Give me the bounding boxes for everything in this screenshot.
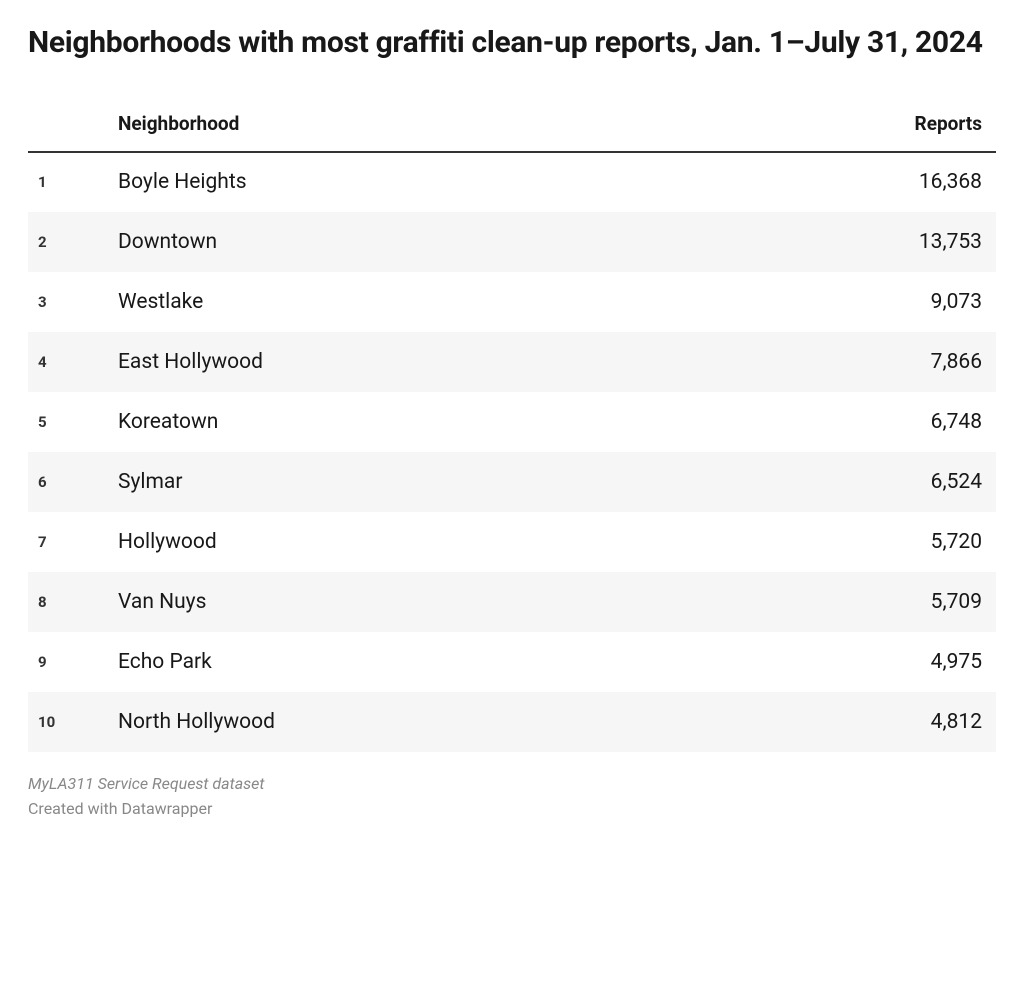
table-row: 1 Boyle Heights 16,368	[28, 152, 996, 212]
credit-line: Created with Datawrapper	[28, 799, 996, 818]
column-header-reports: Reports	[691, 98, 996, 152]
chart-footer: MyLA311 Service Request dataset Created …	[28, 774, 996, 818]
neighborhood-cell: Downtown	[98, 212, 691, 272]
column-header-rank	[28, 98, 98, 152]
rank-cell: 2	[28, 212, 98, 272]
table-row: 6 Sylmar 6,524	[28, 452, 996, 512]
rank-cell: 7	[28, 512, 98, 572]
table-header-row: Neighborhood Reports	[28, 98, 996, 152]
column-header-neighborhood: Neighborhood	[98, 98, 691, 152]
rank-cell: 4	[28, 332, 98, 392]
table-row: 7 Hollywood 5,720	[28, 512, 996, 572]
reports-cell: 16,368	[691, 152, 996, 212]
reports-cell: 5,709	[691, 572, 996, 632]
reports-cell: 5,720	[691, 512, 996, 572]
neighborhood-cell: Echo Park	[98, 632, 691, 692]
table-row: 2 Downtown 13,753	[28, 212, 996, 272]
rank-cell: 10	[28, 692, 98, 752]
reports-cell: 6,524	[691, 452, 996, 512]
neighborhood-cell: North Hollywood	[98, 692, 691, 752]
rank-cell: 3	[28, 272, 98, 332]
table-row: 3 Westlake 9,073	[28, 272, 996, 332]
table-row: 4 East Hollywood 7,866	[28, 332, 996, 392]
table-row: 10 North Hollywood 4,812	[28, 692, 996, 752]
neighborhood-cell: East Hollywood	[98, 332, 691, 392]
data-source: MyLA311 Service Request dataset	[28, 774, 996, 793]
data-table: Neighborhood Reports 1 Boyle Heights 16,…	[28, 98, 996, 752]
table-row: 5 Koreatown 6,748	[28, 392, 996, 452]
rank-cell: 6	[28, 452, 98, 512]
neighborhood-cell: Sylmar	[98, 452, 691, 512]
reports-cell: 6,748	[691, 392, 996, 452]
reports-cell: 9,073	[691, 272, 996, 332]
neighborhood-cell: Westlake	[98, 272, 691, 332]
rank-cell: 1	[28, 152, 98, 212]
table-row: 9 Echo Park 4,975	[28, 632, 996, 692]
reports-cell: 4,975	[691, 632, 996, 692]
neighborhood-cell: Koreatown	[98, 392, 691, 452]
neighborhood-cell: Boyle Heights	[98, 152, 691, 212]
neighborhood-cell: Van Nuys	[98, 572, 691, 632]
reports-cell: 13,753	[691, 212, 996, 272]
table-row: 8 Van Nuys 5,709	[28, 572, 996, 632]
neighborhood-cell: Hollywood	[98, 512, 691, 572]
reports-cell: 4,812	[691, 692, 996, 752]
rank-cell: 8	[28, 572, 98, 632]
reports-cell: 7,866	[691, 332, 996, 392]
rank-cell: 9	[28, 632, 98, 692]
rank-cell: 5	[28, 392, 98, 452]
chart-title: Neighborhoods with most graffiti clean-u…	[28, 24, 996, 62]
